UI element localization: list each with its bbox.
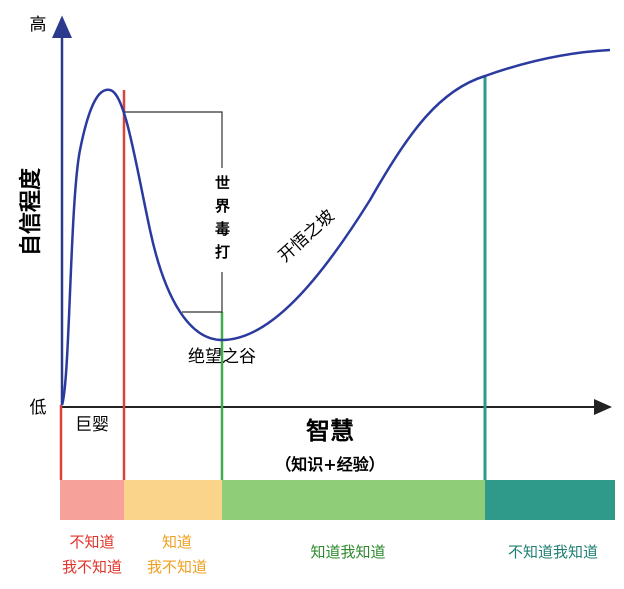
x-subtitle: （知识+经验） (275, 455, 384, 474)
y-low: 低 (30, 398, 47, 418)
y-title: 自信程度 (18, 167, 44, 256)
stage-bar (124, 480, 222, 520)
stage-label: 我不知道 (62, 558, 122, 576)
confidence-curve (60, 48, 611, 406)
stage-label: 不知道我知道 (508, 543, 598, 561)
beating-label: 世界毒打 (213, 174, 231, 267)
stage-label: 知道我知道 (310, 543, 385, 561)
stage-bar (60, 480, 124, 520)
valley-label: 绝望之谷 (188, 347, 256, 367)
y-high: 高 (30, 15, 47, 35)
stage-label: 知道 (162, 533, 192, 551)
bracket (124, 111, 223, 313)
slope-label: 开悟之坡 (275, 206, 339, 266)
stage-bar (485, 480, 615, 520)
stage-label: 我不知道 (147, 558, 207, 576)
x-title: 智慧 (306, 417, 354, 445)
infant-label: 巨婴 (75, 415, 109, 435)
stage-bar (222, 480, 485, 520)
stage-label: 不知道 (69, 533, 114, 551)
